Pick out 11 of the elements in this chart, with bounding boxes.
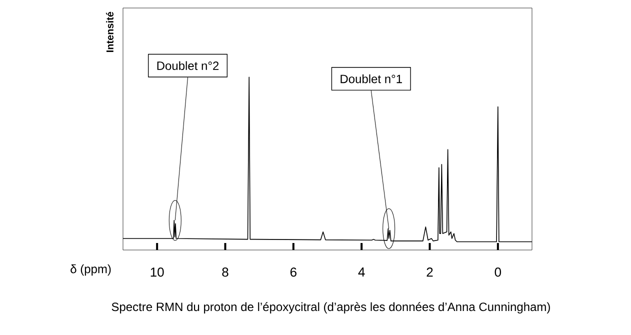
x-tick-label: 0	[494, 268, 502, 277]
x-axis-title: δ (ppm)	[70, 264, 111, 276]
text: Spectre RMN du proton de l’époxycitral (d’après les données d’Anna Cunningham)	[112, 302, 550, 314]
x-tick-label: 2	[426, 268, 433, 277]
x-tick-label: 10	[150, 268, 164, 277]
y-axis-title: Intensité	[106, 12, 114, 52]
annotation: Doublet n°1	[340, 74, 402, 84]
x-tick-label: 6	[290, 268, 296, 277]
x-tick-label: 4	[358, 268, 365, 276]
x-tick-label: 8	[222, 268, 228, 277]
annotation: Doublet n°2	[157, 61, 219, 70]
